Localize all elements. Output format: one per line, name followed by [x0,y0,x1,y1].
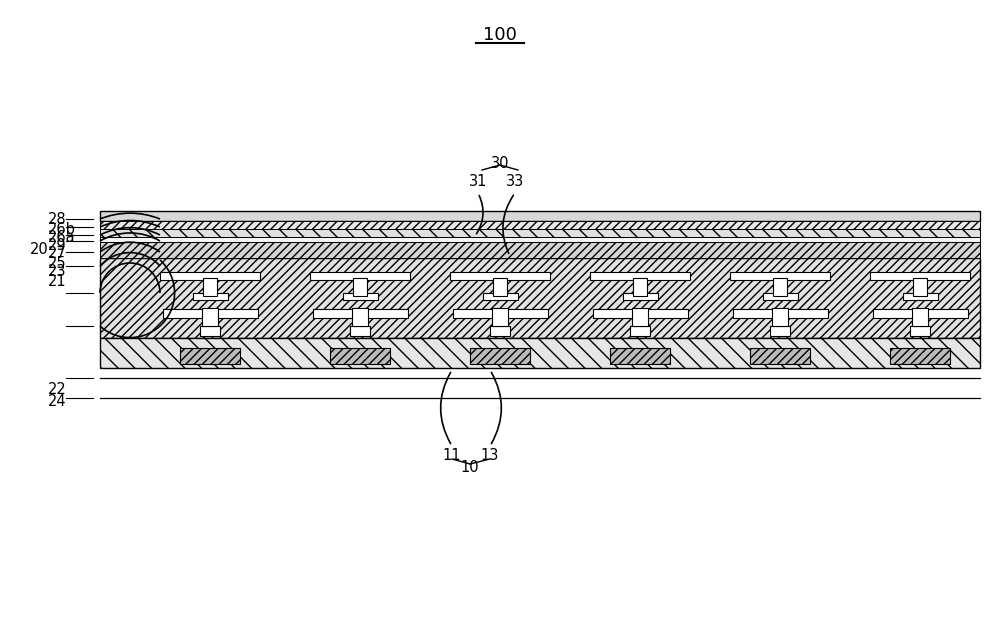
Bar [180,348,240,364]
Text: 27: 27 [48,246,67,261]
Bar [910,326,930,336]
Bar [622,293,658,300]
Bar [310,272,410,280]
Bar [203,278,217,296]
Bar [773,278,787,296]
Bar [730,272,830,280]
Bar [770,326,790,336]
Text: 22: 22 [48,382,67,398]
Text: 11: 11 [443,449,461,463]
Bar [100,211,980,221]
Text: 31: 31 [469,173,487,189]
Text: 25: 25 [48,256,67,270]
Text: 13: 13 [481,449,499,463]
Bar [912,308,928,326]
Bar [913,278,927,296]
Bar [732,309,828,318]
Bar [312,309,408,318]
Text: 10: 10 [461,460,479,475]
Bar [192,293,228,300]
Bar [482,293,518,300]
Bar [100,229,980,237]
Bar [890,348,950,364]
Text: 33: 33 [506,173,524,189]
Bar [630,326,650,336]
Bar [100,338,980,368]
Bar [470,348,530,364]
Text: 21: 21 [48,273,67,289]
Bar [330,348,390,364]
Bar [200,326,220,336]
Bar [100,258,980,338]
Bar [870,272,970,280]
Bar [100,237,980,242]
Text: 100: 100 [483,26,517,44]
Bar [872,309,968,318]
Bar [592,309,688,318]
Bar [632,308,648,326]
Bar [490,326,510,336]
Bar [450,272,550,280]
Bar [202,308,218,326]
Bar [353,278,367,296]
Bar [352,308,368,326]
Bar [763,293,798,300]
Bar [633,278,647,296]
Bar [452,309,548,318]
Bar [162,309,258,318]
Bar [772,308,788,326]
Text: 20: 20 [30,242,49,258]
Text: 23: 23 [48,265,66,280]
Text: 28: 28 [48,213,67,227]
Text: 24: 24 [48,394,67,410]
Bar [750,348,810,364]
Bar [902,293,938,300]
Text: 29: 29 [48,237,67,253]
Bar [100,242,980,258]
Bar [590,272,690,280]
Bar [100,221,980,229]
Text: 30: 30 [491,156,509,170]
Bar [342,293,378,300]
Bar [610,348,670,364]
Text: 26a: 26a [48,230,76,244]
Bar [492,308,508,326]
Bar [493,278,507,296]
Bar [160,272,260,280]
Bar [350,326,370,336]
Text: 26b: 26b [48,222,76,237]
